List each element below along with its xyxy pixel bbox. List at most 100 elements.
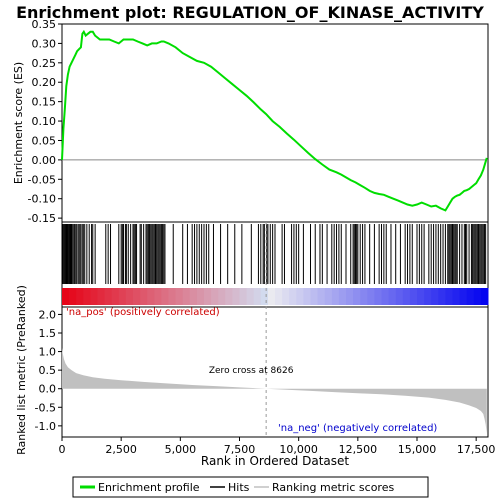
- es-y-ticks: 0.35 0.30 0.25 0.20 0.15 0.10 0.05 0.00 -0.05 -0.…: [28, 18, 62, 225]
- colorbar-segment: [367, 288, 375, 305]
- rank-x-tick-label: 10,000: [279, 443, 318, 456]
- colorbar-segment: [168, 288, 177, 305]
- colorbar-segment: [480, 288, 489, 305]
- rank-y-tick-label: 2.0: [39, 308, 57, 321]
- colorbar-segment: [246, 288, 255, 305]
- colorbar-segment: [395, 288, 404, 305]
- colorbar-segment: [466, 288, 475, 305]
- colorbar-segment: [147, 288, 155, 305]
- colorbar-segment: [353, 288, 361, 305]
- colorbar-segment: [125, 288, 134, 305]
- colorbar-segment: [459, 288, 468, 305]
- rank-x-tick-label: 0: [59, 443, 66, 456]
- es-panel: 0.35 0.30 0.25 0.20 0.15 0.10 0.05 0.00 -0.05 -0.…: [12, 18, 489, 225]
- colorbar-segment: [338, 288, 347, 305]
- rank-y-tick-label: 1.0: [39, 346, 57, 359]
- colorbar-segment: [196, 288, 205, 305]
- colorbar-segment: [360, 288, 368, 305]
- colorbar-segment: [189, 288, 198, 305]
- rank-x-tick-label: 15,000: [398, 443, 437, 456]
- colorbar-segment: [417, 288, 425, 305]
- es-y-tick-label: 0.00: [32, 154, 57, 167]
- colorbar-segment: [62, 288, 70, 305]
- colorbar-segment: [289, 288, 297, 305]
- colorbar-segment: [296, 288, 304, 305]
- colorbar-segment: [76, 288, 84, 305]
- colorbar-segment: [402, 288, 411, 305]
- colorbar-segment: [69, 288, 77, 305]
- rank-x-ticks: 0 2,500 5,000 7,500 10,000 12,500 15,000 17,500: [59, 437, 496, 456]
- colorbar-segment: [83, 288, 91, 305]
- legend-metric-label: Ranking metric scores: [272, 481, 394, 494]
- colorbar-segment: [161, 288, 169, 305]
- es-y-tick-label: 0.35: [32, 18, 57, 31]
- rank-x-tick-label: 5,000: [165, 443, 197, 456]
- rank-y-tick-label: -0.5: [35, 401, 56, 414]
- ranking-metric-area: [62, 347, 487, 434]
- colorbar-segment: [388, 288, 397, 305]
- colorbar-segment: [182, 288, 191, 305]
- colorbar-segment: [253, 288, 262, 305]
- colorbar-segment: [310, 288, 319, 305]
- colorbar-segment: [90, 288, 98, 305]
- chart-title: Enrichment plot: REGULATION_OF_KINASE_AC…: [16, 3, 484, 22]
- legend: Enrichment profile Hits Ranking metric s…: [72, 476, 429, 498]
- rank-colorbar: [62, 288, 489, 305]
- es-y-tick-label: 0.25: [32, 57, 57, 70]
- rank-x-tick-label: 17,500: [457, 443, 496, 456]
- colorbar-segment: [374, 288, 382, 305]
- colorbar-segment: [445, 288, 453, 305]
- rank-x-tick-label: 2,500: [105, 443, 137, 456]
- colorbar-segment: [204, 288, 212, 305]
- colorbar-segment: [140, 288, 148, 305]
- es-y-tick-label: -0.05: [28, 173, 56, 186]
- colorbar-segment: [218, 288, 226, 305]
- hit-marks: [62, 224, 487, 284]
- colorbar-segment: [438, 288, 446, 305]
- neg-label: 'na_neg' (negatively correlated): [278, 423, 437, 434]
- es-line-series: [61, 29, 488, 212]
- colorbar-segment: [275, 288, 283, 305]
- rank-frame: [61, 306, 489, 438]
- pos-label: 'na_pos' (positively correlated): [66, 307, 220, 318]
- es-ylabel: Enrichment score (ES): [12, 62, 25, 184]
- rank-y-tick-label: 1.5: [39, 327, 57, 340]
- rank-y-ticks: 2.0 1.5 1.0 0.5 0.0 -0.5 -1.0: [35, 308, 62, 433]
- zero-cross-label: Zero cross at 8626: [209, 366, 294, 376]
- colorbar-segment: [97, 288, 106, 305]
- colorbar-segment: [303, 288, 311, 305]
- colorbar-segment: [282, 288, 290, 305]
- es-y-tick-label: 0.05: [32, 134, 57, 147]
- es-y-tick-label: 0.30: [32, 37, 57, 50]
- es-y-tick-label: -0.10: [28, 193, 56, 206]
- colorbar-segment: [473, 288, 482, 305]
- rank-y-tick-label: 0.5: [39, 364, 57, 377]
- es-y-tick-label: 0.20: [32, 76, 57, 89]
- colorbar-segment: [381, 288, 390, 305]
- colorbar-segment: [431, 288, 439, 305]
- rank-ylabel: Ranked list metric (PreRanked): [15, 285, 28, 455]
- colorbar-segment: [175, 288, 184, 305]
- colorbar-segment: [133, 288, 141, 305]
- rank-y-tick-label: 0.0: [39, 383, 57, 396]
- colorbar-segment: [317, 288, 326, 305]
- colorbar-segment: [409, 288, 418, 305]
- colorbar-segment: [424, 288, 432, 305]
- colorbar-segment: [260, 288, 269, 305]
- colorbar-segment: [118, 288, 127, 305]
- colorbar-segment: [452, 288, 461, 305]
- es-y-tick-label: 0.10: [32, 115, 57, 128]
- colorbar-segment: [104, 288, 113, 305]
- colorbar-segment: [111, 288, 120, 305]
- rank-x-tick-label: 7,500: [224, 443, 256, 456]
- colorbar-segment: [346, 288, 354, 305]
- hits-panel: [61, 221, 489, 308]
- es-y-tick-label: 0.15: [32, 96, 57, 109]
- legend-es-label: Enrichment profile: [98, 481, 200, 494]
- rank-x-tick-label: 12,500: [339, 443, 378, 456]
- colorbar-segment: [211, 288, 219, 305]
- colorbar-segment: [239, 288, 248, 305]
- legend-hits-label: Hits: [228, 481, 250, 494]
- colorbar-segment: [225, 288, 233, 305]
